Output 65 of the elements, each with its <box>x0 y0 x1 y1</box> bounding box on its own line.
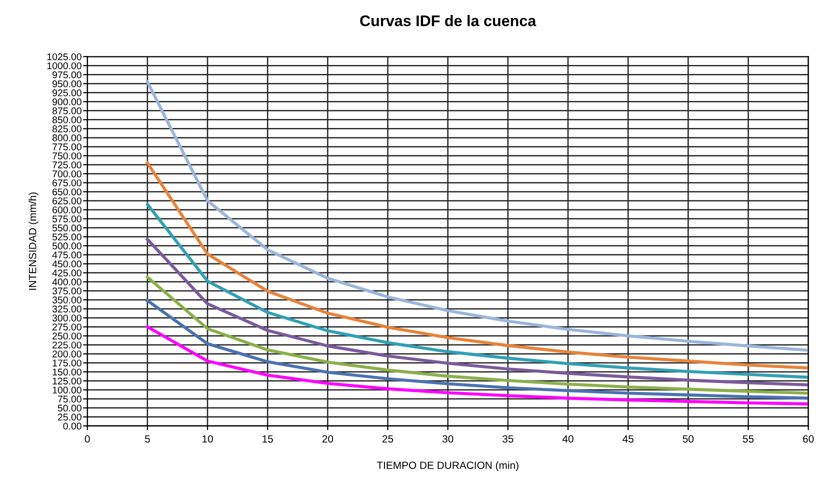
line-series <box>146 161 808 370</box>
x-tick-label: 60 <box>803 435 814 443</box>
y-tick-label: 475.00 <box>52 252 82 258</box>
y-tick-label: 550.00 <box>52 224 82 232</box>
line-series <box>146 299 808 400</box>
x-tick-label: 20 <box>322 435 334 443</box>
y-tick-label: 1025.00 <box>47 53 82 60</box>
y-tick-label: 825.00 <box>52 125 82 132</box>
line-series <box>146 80 808 352</box>
y-tick-label: 350.00 <box>52 296 82 304</box>
y-tick-label: 850.00 <box>52 116 82 124</box>
y-tick-label: 425.00 <box>52 270 82 276</box>
y-tick-label: 250.00 <box>52 332 82 340</box>
y-tick-label: 200.00 <box>52 350 82 358</box>
y-tick-label: 1000.00 <box>47 62 82 70</box>
x-tick-label: 5 <box>144 435 150 443</box>
x-tick-label: 40 <box>562 435 574 443</box>
y-tick-label: 675.00 <box>52 179 82 186</box>
line-series <box>146 238 808 386</box>
y-tick-label: 575.00 <box>52 215 82 222</box>
y-tick-label: 25.00 <box>58 414 82 421</box>
x-tick-label: 35 <box>502 435 514 443</box>
y-tick-label: 125.00 <box>52 378 82 385</box>
line-series <box>146 276 808 395</box>
y-tick-label: 525.00 <box>52 234 82 240</box>
y-tick-label: 975.00 <box>52 71 82 78</box>
y-tick-label: 775.00 <box>52 143 82 150</box>
y-tick-label: 925.00 <box>52 89 82 96</box>
y-tick-label: 600.00 <box>52 206 82 214</box>
y-tick-label: 175.00 <box>52 360 82 366</box>
y-tick-label: 450.00 <box>52 260 82 268</box>
line-series <box>146 202 808 379</box>
line-series <box>146 325 808 406</box>
x-tick-label: 10 <box>202 435 213 443</box>
y-tick-label: 700.00 <box>52 170 82 178</box>
y-tick-label: 725.00 <box>52 161 82 168</box>
x-tick-label: 0 <box>84 435 90 443</box>
x-axis-title: TIEMPO DE DURACION (min) <box>376 461 518 472</box>
y-tick-label: 900.00 <box>52 98 82 106</box>
y-tick-label: 875.00 <box>52 107 82 114</box>
y-tick-label: 650.00 <box>52 188 82 196</box>
y-tick-label: 275.00 <box>52 324 82 330</box>
y-tick-label: 225.00 <box>52 342 82 348</box>
x-tick-label: 25 <box>382 435 394 443</box>
y-tick-label: 75.00 <box>58 396 82 403</box>
chart-title: Curvas IDF de la cuenca <box>360 15 536 26</box>
y-tick-label: 50.00 <box>58 404 82 412</box>
y-tick-label: 625.00 <box>52 197 82 204</box>
y-tick-label: 325.00 <box>52 306 82 312</box>
y-tick-label: 0.00 <box>63 422 82 430</box>
x-tick-label: 30 <box>442 435 454 443</box>
y-tick-label: 500.00 <box>52 242 82 250</box>
x-tick-label: 55 <box>742 435 754 443</box>
y-tick-label: 375.00 <box>52 288 82 294</box>
y-tick-label: 100.00 <box>52 386 82 394</box>
y-tick-label: 750.00 <box>52 152 82 160</box>
y-tick-label: 800.00 <box>52 134 82 142</box>
y-tick-label: 400.00 <box>52 278 82 286</box>
y-axis-title: INTENSIDAD (mm/h) <box>28 192 38 290</box>
x-tick-label: 15 <box>262 435 273 443</box>
y-tick-label: 950.00 <box>52 80 82 88</box>
y-tick-label: 150.00 <box>52 368 82 376</box>
x-tick-label: 45 <box>622 435 634 443</box>
y-tick-label: 300.00 <box>52 314 82 322</box>
x-tick-label: 50 <box>682 435 694 443</box>
